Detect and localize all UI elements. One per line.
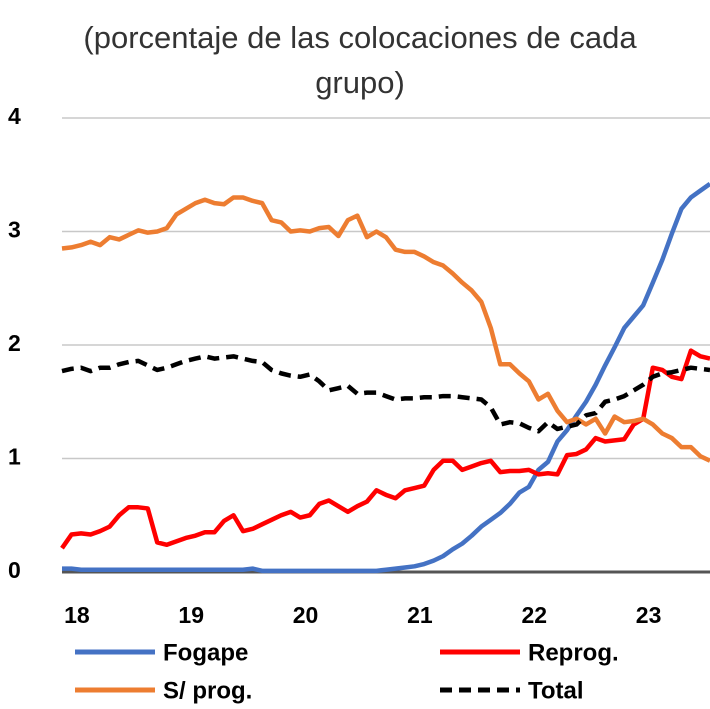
series-line: [62, 181, 710, 574]
legend-label: Total: [528, 677, 584, 704]
legend-label: Fogape: [163, 639, 248, 666]
legend-label: S/ prog.: [163, 677, 252, 704]
series-line: [61, 354, 710, 434]
y-tick-label: 3: [8, 217, 21, 243]
series-line: [60, 348, 710, 550]
x-tick-label: 22: [521, 602, 547, 628]
x-tick-label: 19: [178, 602, 204, 628]
x-tick-label: 20: [293, 602, 319, 628]
x-tick-label: 18: [64, 602, 90, 628]
series-line: [61, 195, 710, 463]
chart-title: (porcentaje de las colocaciones de cada g…: [83, 20, 637, 100]
legend-label: Reprog.: [528, 639, 619, 666]
x-tick-label: 23: [636, 602, 662, 628]
y-tick-label: 2: [8, 330, 21, 356]
x-tick-label: 21: [407, 602, 433, 628]
y-tick-label: 4: [8, 103, 21, 129]
y-tick-label: 1: [8, 444, 21, 470]
y-tick-label: 0: [8, 557, 21, 583]
